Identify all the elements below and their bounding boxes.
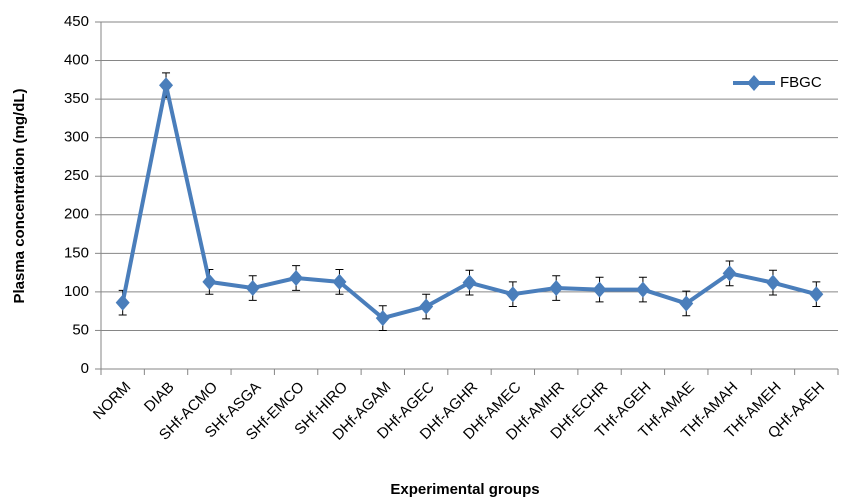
marker	[505, 286, 520, 303]
marker	[809, 286, 824, 303]
marker	[245, 280, 260, 297]
marker	[549, 280, 564, 297]
marker	[159, 77, 174, 94]
marker	[202, 273, 217, 290]
y-tick-label: 350	[64, 90, 89, 107]
y-tick-label: 0	[81, 360, 89, 377]
y-tick-label: 150	[64, 244, 89, 261]
legend-marker	[747, 75, 761, 91]
legend-label: FBGC	[780, 74, 822, 91]
y-tick-label: 400	[64, 52, 89, 69]
marker	[592, 281, 607, 298]
marker	[419, 298, 434, 315]
marker	[332, 273, 347, 290]
y-axis-title: Plasma concentration (mg/dL)	[11, 88, 28, 303]
marker	[679, 295, 694, 312]
marker	[635, 281, 650, 298]
y-tick-label: 200	[64, 206, 89, 223]
y-tick-label: 250	[64, 167, 89, 184]
x-tick-label: NORM	[90, 379, 134, 423]
y-tick-label: 450	[64, 13, 89, 30]
marker	[289, 270, 304, 287]
x-tick-label: DIAB	[141, 379, 178, 416]
marker	[722, 265, 737, 282]
x-axis-title: Experimental groups	[390, 481, 539, 498]
marker	[115, 294, 130, 311]
marker	[462, 274, 477, 291]
marker	[765, 274, 780, 291]
marker	[375, 310, 390, 327]
y-tick-label: 100	[64, 283, 89, 300]
y-tick-label: 50	[72, 321, 89, 338]
y-tick-label: 300	[64, 129, 89, 146]
